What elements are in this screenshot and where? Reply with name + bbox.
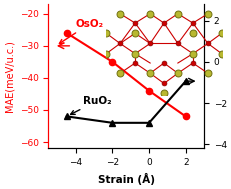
Text: RuO₂: RuO₂	[71, 96, 112, 114]
X-axis label: Strain (Å): Strain (Å)	[98, 173, 155, 185]
Y-axis label: MAE(meV/u.c.): MAE(meV/u.c.)	[4, 40, 14, 112]
Text: OsO₂: OsO₂	[59, 19, 104, 43]
